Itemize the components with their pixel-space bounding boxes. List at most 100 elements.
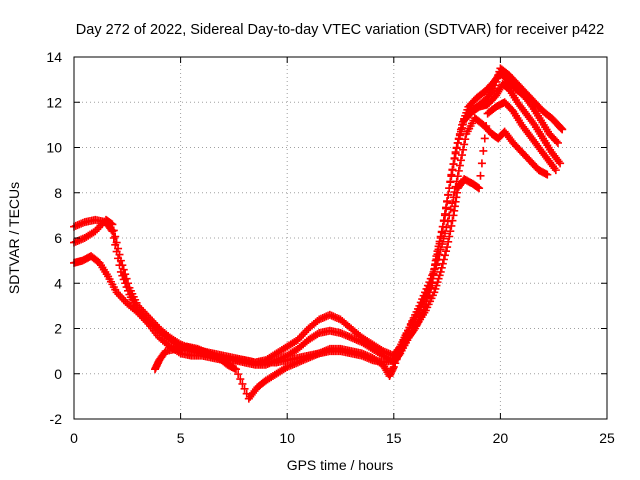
data-point <box>449 193 458 202</box>
x-tick-label: 5 <box>177 430 185 446</box>
data-point <box>236 375 245 384</box>
data-point <box>436 267 445 276</box>
data-point <box>396 344 405 353</box>
data-point <box>451 182 460 191</box>
data-point <box>456 156 465 165</box>
data-point <box>389 362 398 371</box>
data-point <box>435 250 444 259</box>
data-point <box>450 154 459 163</box>
x-axis-label: GPS time / hours <box>287 457 394 473</box>
data-point <box>455 161 464 170</box>
data-point <box>553 138 562 147</box>
x-tick-label: 25 <box>599 430 615 446</box>
data-point <box>475 184 484 193</box>
chart-title: Day 272 of 2022, Sidereal Day-to-day VTE… <box>76 22 604 38</box>
data-point <box>461 135 470 144</box>
data-points <box>70 64 567 403</box>
data-point <box>109 226 118 235</box>
data-point <box>456 127 465 136</box>
data-point <box>451 149 460 158</box>
y-tick-label: 14 <box>46 49 62 65</box>
data-point <box>454 166 463 175</box>
x-tick-label: 10 <box>279 430 295 446</box>
series-track-4 <box>151 114 552 403</box>
data-point <box>313 330 322 339</box>
data-point <box>476 171 485 180</box>
data-point <box>391 359 400 368</box>
data-point <box>116 256 125 265</box>
data-point <box>458 123 467 132</box>
y-tick-label: 10 <box>46 140 62 156</box>
data-point <box>232 365 241 374</box>
data-point <box>453 138 462 147</box>
data-point <box>432 261 441 270</box>
data-point <box>108 220 117 229</box>
y-tick-label: 2 <box>54 321 62 337</box>
data-point <box>234 370 243 379</box>
data-point <box>114 244 123 253</box>
data-point <box>558 125 567 134</box>
data-point <box>395 347 404 356</box>
y-tick-label: 12 <box>46 94 62 110</box>
y-tick-label: 6 <box>54 230 62 246</box>
data-point <box>459 145 468 154</box>
data-point <box>556 159 565 168</box>
data-point <box>450 187 459 196</box>
data-point <box>442 223 451 232</box>
x-tick-label: 15 <box>386 430 402 446</box>
data-point <box>121 270 130 279</box>
y-tick-label: -2 <box>50 411 63 427</box>
data-point <box>118 261 127 270</box>
data-point <box>445 232 454 241</box>
data-point <box>122 274 131 283</box>
data-point <box>439 234 448 243</box>
data-point <box>111 232 120 241</box>
data-point <box>437 263 446 272</box>
data-point <box>436 245 445 254</box>
data-point <box>394 351 403 360</box>
x-tick-label: 20 <box>493 430 509 446</box>
data-point <box>444 191 453 200</box>
data-point <box>458 151 467 160</box>
data-point <box>119 265 128 274</box>
y-tick-label: 0 <box>54 366 62 382</box>
data-point <box>440 229 449 238</box>
data-point <box>452 177 461 186</box>
data-point <box>452 144 461 153</box>
data-point <box>240 384 249 393</box>
data-point <box>455 131 464 140</box>
data-point <box>460 140 469 149</box>
data-point <box>109 234 118 242</box>
data-point <box>444 237 453 246</box>
data-point <box>442 247 451 256</box>
data-point <box>445 184 454 193</box>
data-point <box>551 166 560 175</box>
data-point <box>124 279 133 288</box>
y-tick-label: 8 <box>54 185 62 201</box>
data-point <box>433 255 442 264</box>
y-tick-label: 4 <box>54 275 62 291</box>
data-point <box>448 199 457 208</box>
data-point <box>448 165 457 174</box>
data-point <box>115 250 124 259</box>
data-point <box>479 146 488 155</box>
data-point <box>438 240 447 249</box>
data-point <box>459 120 468 129</box>
data-point <box>443 217 452 226</box>
data-point <box>449 160 458 169</box>
data-point <box>446 227 455 236</box>
data-point <box>392 355 401 364</box>
y-axis-label: SDTVAR / TECUs <box>6 182 22 294</box>
data-point <box>445 211 454 220</box>
x-tick-label: 0 <box>70 430 78 446</box>
data-point <box>543 170 552 179</box>
data-point <box>480 134 489 143</box>
series-track-2 <box>70 80 565 367</box>
data-point <box>443 243 452 252</box>
data-point <box>552 137 561 146</box>
data-point <box>438 259 447 268</box>
data-point <box>446 205 455 214</box>
data-point <box>453 172 462 181</box>
data-point <box>477 159 486 168</box>
